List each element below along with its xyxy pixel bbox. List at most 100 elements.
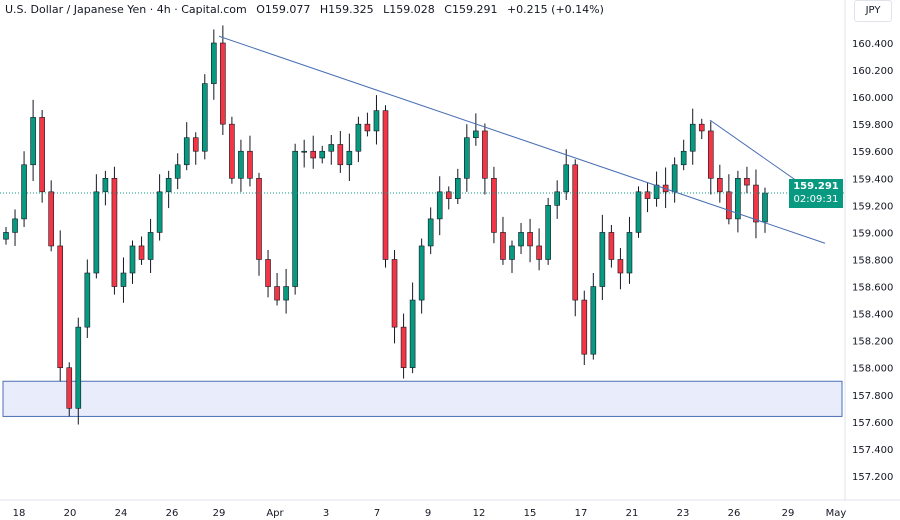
candle-down [617, 259, 624, 274]
candle-down [698, 123, 705, 132]
candle-up [680, 150, 687, 166]
candle-up [599, 232, 606, 287]
candle-up [165, 178, 172, 193]
candle-up [635, 191, 642, 233]
candle-down [445, 191, 452, 199]
candle-down [192, 137, 199, 152]
candle-down [364, 123, 371, 132]
last-price-label: 159.291 02:09:31 [789, 179, 843, 208]
candle-down [391, 259, 398, 328]
candle-up [238, 150, 244, 179]
price-tick-label: 159.000 [852, 228, 893, 239]
candle-up [590, 286, 597, 355]
candle-up [436, 191, 443, 220]
candle-up [409, 299, 416, 369]
time-tick-label: 29 [213, 508, 226, 519]
trendline-upper-long [218, 35, 826, 244]
candle-up [689, 123, 696, 152]
candle-down [726, 191, 732, 220]
price-tick-label: 160.400 [852, 39, 893, 50]
candle-up [626, 232, 633, 274]
candle-up [201, 83, 208, 152]
candle-up [120, 272, 127, 287]
candle-up [174, 164, 181, 179]
candle-up [292, 150, 298, 287]
candle-up [509, 245, 515, 260]
candle-down [527, 232, 533, 247]
candle-down [400, 326, 407, 369]
candle-up [355, 123, 362, 152]
candle-down [581, 299, 588, 355]
candle-down [644, 191, 651, 199]
time-tick-label: 17 [575, 508, 588, 519]
time-tick-label: 7 [374, 508, 380, 519]
low-value: L159.028 [383, 3, 435, 16]
price-tick-label: 159.400 [852, 174, 893, 185]
price-tick-label: 158.400 [852, 310, 893, 321]
price-tick-label: 157.600 [852, 418, 893, 429]
price-tick-label: 159.200 [852, 201, 893, 212]
candle-down [274, 286, 280, 301]
price-tick-label: 157.200 [852, 472, 893, 483]
time-tick-label: 18 [13, 508, 26, 519]
time-tick-label: Apr [266, 508, 284, 519]
price-tick-label: 159.800 [852, 120, 893, 131]
last-price-value: 159.291 [793, 181, 839, 192]
price-tick-label: 158.200 [852, 337, 893, 348]
candle-up [129, 245, 136, 274]
price-tick-label: 157.400 [852, 445, 893, 456]
candle-up [30, 117, 36, 166]
candle-up [301, 150, 307, 153]
candle-up [454, 178, 461, 199]
candle-up [762, 192, 768, 223]
candle-up [473, 130, 479, 139]
candle-down [491, 178, 497, 233]
time-tick-label: 15 [524, 508, 537, 519]
currency-button[interactable]: JPY [854, 0, 892, 22]
candle-up [319, 150, 326, 159]
candle-down [608, 232, 615, 260]
price-tick-label: 160.000 [852, 93, 893, 104]
candle-up [156, 191, 163, 233]
candle-down [220, 42, 226, 125]
time-tick-label: 12 [473, 508, 486, 519]
candle-up [563, 164, 570, 193]
candle-up [183, 137, 190, 166]
candle-up [346, 150, 353, 166]
time-tick-label: 26 [166, 508, 179, 519]
time-tick-label: 21 [626, 508, 639, 519]
candle-up [545, 205, 551, 260]
bar-countdown: 02:09:31 [793, 194, 839, 205]
candle-down [247, 150, 253, 179]
time-tick-label: 23 [677, 508, 690, 519]
candle-up [3, 232, 9, 240]
candle-down [57, 245, 64, 369]
price-tick-label: 157.800 [852, 391, 893, 402]
candle-up [211, 42, 217, 84]
candle-up [671, 164, 678, 193]
candle-up [12, 218, 18, 233]
candle-down [229, 123, 235, 179]
candle-up [464, 137, 470, 179]
candle-up [84, 272, 91, 328]
candle-up [653, 184, 660, 199]
candle-down [707, 130, 714, 179]
candle-up [328, 144, 335, 152]
time-tick-label: 3 [323, 508, 329, 519]
candle-up [418, 245, 425, 301]
support-zone [2, 380, 843, 417]
price-tick-label: 158.000 [852, 364, 893, 375]
price-tick-label: 158.600 [852, 283, 893, 294]
candle-down [138, 245, 145, 260]
candle-down [66, 367, 73, 409]
candle-down [310, 150, 317, 159]
candle-down [717, 178, 723, 193]
chart-title: U.S. Dollar / Japanese Yen · 4h · Capita… [5, 3, 610, 16]
candle-down [382, 110, 389, 260]
symbol-label: U.S. Dollar / Japanese Yen · 4h · Capita… [5, 3, 247, 16]
candle-down [753, 184, 759, 223]
candle-down [265, 259, 271, 287]
time-tick-label: 20 [64, 508, 77, 519]
candle-down [536, 245, 542, 260]
